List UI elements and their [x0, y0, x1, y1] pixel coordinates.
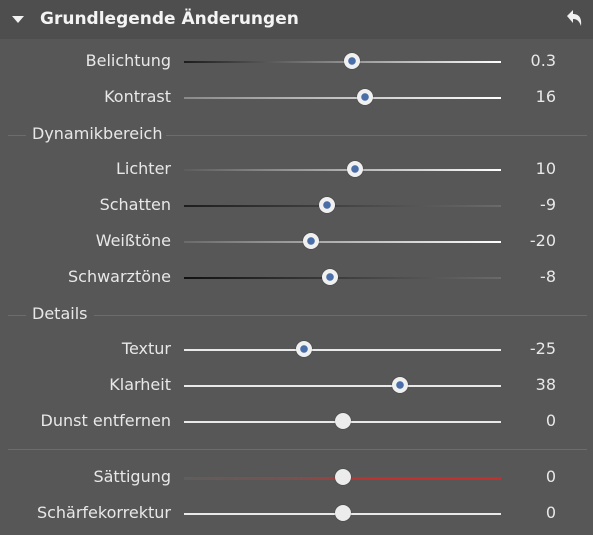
undo-icon[interactable] — [563, 7, 585, 29]
section-dynamikbereich: Dynamikbereich — [0, 119, 593, 151]
section-details: Details — [0, 299, 593, 331]
section-divider — [94, 315, 587, 316]
slider-label: Klarheit — [109, 375, 171, 394]
section-divider — [8, 315, 26, 316]
slider-value[interactable]: 0 — [545, 503, 556, 522]
slider-row-kontrast: Kontrast 16 — [0, 80, 593, 116]
slider-label: Schatten — [99, 195, 171, 214]
slider-thumb-schaerfekorrektur[interactable] — [334, 505, 351, 521]
slider-track-klarheit[interactable] — [184, 385, 501, 387]
slider-value[interactable]: 16 — [535, 87, 556, 106]
slider-thumb-klarheit[interactable] — [391, 377, 408, 393]
slider-value[interactable]: 0.3 — [530, 51, 556, 70]
slider-track-belichtung[interactable] — [184, 61, 501, 63]
slider-thumb-schatten[interactable] — [318, 197, 335, 213]
slider-track-weisstoene[interactable] — [184, 241, 501, 243]
slider-label: Sättigung — [93, 467, 171, 486]
slider-row-lichter: Lichter 10 — [0, 152, 593, 188]
slider-track-schwarztoene[interactable] — [184, 277, 501, 279]
slider-thumb-kontrast[interactable] — [356, 89, 373, 105]
slider-row-weisstoene: Weißtöne -20 — [0, 224, 593, 260]
section-label: Dynamikbereich — [32, 124, 163, 143]
slider-thumb-lichter[interactable] — [347, 161, 364, 177]
slider-label: Belichtung — [85, 51, 171, 70]
slider-row-schatten: Schatten -9 — [0, 188, 593, 224]
slider-value[interactable]: 38 — [535, 375, 556, 394]
slider-row-saettigung: Sättigung 0 — [0, 460, 593, 496]
slider-value[interactable]: -8 — [540, 267, 556, 286]
slider-thumb-schwarztoene[interactable] — [321, 269, 338, 285]
slider-track-textur[interactable] — [184, 349, 501, 351]
slider-thumb-belichtung[interactable] — [344, 53, 360, 69]
group-divider — [8, 449, 587, 450]
panel-header[interactable]: Grundlegende Änderungen — [0, 0, 593, 39]
slider-value[interactable]: -20 — [529, 231, 556, 250]
slider-value[interactable]: 0 — [545, 411, 556, 430]
section-label: Details — [32, 304, 88, 323]
slider-label: Lichter — [116, 159, 171, 178]
slider-row-textur: Textur -25 — [0, 332, 593, 368]
slider-label: Kontrast — [104, 87, 171, 106]
slider-label: Textur — [121, 339, 171, 358]
panel-title: Grundlegende Änderungen — [40, 9, 299, 29]
slider-value[interactable]: 10 — [535, 159, 556, 178]
slider-label: Schärfekorrektur — [36, 503, 171, 522]
section-divider — [8, 135, 26, 136]
slider-value[interactable]: -25 — [529, 339, 556, 358]
slider-label: Schwarztöne — [67, 267, 171, 286]
slider-track-lichter[interactable] — [184, 169, 501, 171]
slider-track-kontrast[interactable] — [184, 97, 501, 99]
slider-label: Dunst entfernen — [40, 411, 171, 430]
slider-row-klarheit: Klarheit 38 — [0, 368, 593, 404]
triangle-down-icon[interactable] — [12, 16, 24, 23]
slider-thumb-saettigung[interactable] — [334, 469, 351, 485]
slider-value[interactable]: -9 — [540, 195, 556, 214]
slider-label: Weißtöne — [95, 231, 171, 250]
slider-value[interactable]: 0 — [545, 467, 556, 486]
slider-row-schaerfekorrektur: Schärfekorrektur 0 — [0, 496, 593, 532]
section-divider — [166, 135, 587, 136]
slider-thumb-textur[interactable] — [296, 341, 313, 357]
slider-thumb-weisstoene[interactable] — [302, 233, 319, 249]
slider-row-belichtung: Belichtung 0.3 — [0, 44, 593, 80]
slider-row-dunst: Dunst entfernen 0 — [0, 404, 593, 440]
slider-thumb-dunst[interactable] — [334, 413, 351, 429]
slider-track-schatten[interactable] — [184, 205, 501, 207]
slider-row-schwarztoene: Schwarztöne -8 — [0, 260, 593, 296]
